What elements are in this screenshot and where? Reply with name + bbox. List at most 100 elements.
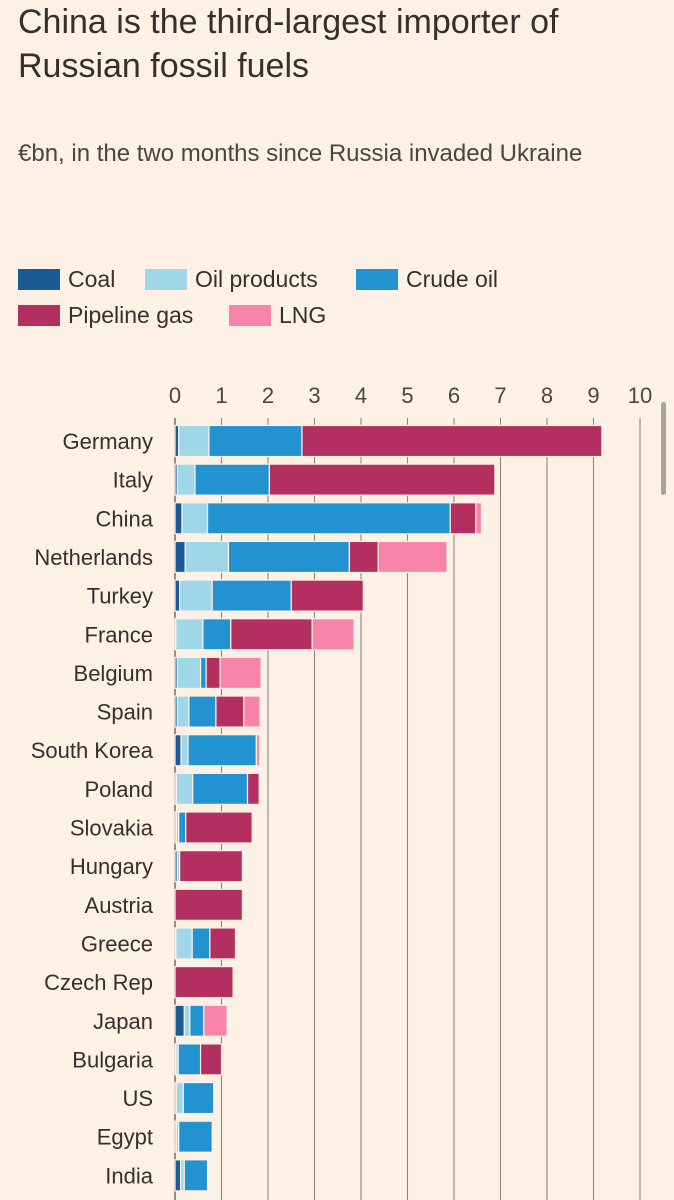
chart-title: China is the third-largest importer of R… xyxy=(18,3,559,85)
category-label: Italy xyxy=(113,468,153,493)
category-label: China xyxy=(96,506,154,531)
category-label: US xyxy=(122,1086,153,1111)
bar-segment-crude-oil xyxy=(199,656,207,690)
bar-segment-oil-products xyxy=(183,1004,191,1037)
bar-segment-pipeline-gas xyxy=(174,965,234,999)
bar-segment-oil-products xyxy=(176,463,196,496)
bar-segment-lng xyxy=(255,734,261,767)
bar-segment-oil-products xyxy=(175,618,204,651)
legend-label-crude-oil: Crude oil xyxy=(406,265,499,292)
bar-segment-crude-oil xyxy=(208,424,303,458)
category-label: France xyxy=(85,622,153,647)
bar-segment-pipeline-gas xyxy=(205,656,221,690)
bar-segment-pipeline-gas xyxy=(209,927,237,960)
x-tick-label: 9 xyxy=(587,383,599,408)
category-label: South Korea xyxy=(31,738,154,763)
category-label: Hungary xyxy=(70,854,153,879)
bar-segment-oil-products xyxy=(176,695,190,728)
category-label: Spain xyxy=(97,700,153,725)
bar-segment-crude-oil xyxy=(189,1004,205,1037)
category-label: Netherlands xyxy=(34,545,153,570)
legend-item-coal: Coal xyxy=(18,264,115,294)
bar-segment-pipeline-gas xyxy=(246,772,260,805)
bar-segment-coal xyxy=(174,734,182,767)
chart-subtitle: €bn, in the two months since Russia inva… xyxy=(18,140,583,167)
bar-segment-crude-oil xyxy=(188,695,217,728)
x-tick-label: 3 xyxy=(308,383,320,408)
bar-segment-pipeline-gas xyxy=(230,618,313,651)
category-label: Turkey xyxy=(87,584,153,609)
category-label: Bulgaria xyxy=(72,1047,153,1072)
legend-label-oil-products: Oil products xyxy=(195,265,318,292)
bar-segment-coal xyxy=(174,1004,185,1037)
x-tick-label: 4 xyxy=(355,383,367,408)
category-label: Japan xyxy=(93,1009,153,1034)
category-label: Germany xyxy=(63,429,153,454)
category-label: Belgium xyxy=(74,661,153,686)
bar-segment-crude-oil xyxy=(183,1159,209,1192)
legend-swatch-crude-oil xyxy=(356,268,398,290)
bar-segment-pipeline-gas xyxy=(174,888,244,921)
bar-segment-crude-oil xyxy=(178,811,187,844)
legend-swatch-pipeline-gas xyxy=(18,304,60,326)
category-label: Slovakia xyxy=(70,816,154,841)
bar-segment-oil-products xyxy=(175,1081,184,1115)
x-tick-label: 6 xyxy=(448,383,460,408)
legend-label-lng: LNG xyxy=(279,301,327,328)
bar-segment-lng xyxy=(311,618,355,651)
bar-segment-lng xyxy=(243,695,261,728)
category-label: India xyxy=(105,1163,153,1188)
category-label: Greece xyxy=(81,931,153,956)
x-tick-label: 5 xyxy=(401,383,413,408)
bar-segment-coal xyxy=(174,1159,182,1192)
legend-swatch-coal xyxy=(18,268,60,290)
bar-segment-crude-oil xyxy=(202,618,232,651)
bar-segment-crude-oil xyxy=(191,927,211,960)
bar-segment-crude-oil xyxy=(192,772,249,805)
bar-segment-oil-products xyxy=(175,927,193,960)
bar-segment-pipeline-gas xyxy=(199,1043,223,1076)
x-tick-label: 7 xyxy=(494,383,506,408)
bar-segment-coal xyxy=(174,540,186,574)
bar-segment-coal xyxy=(174,579,181,612)
legend-swatch-lng xyxy=(229,304,271,326)
bar-segment-crude-oil xyxy=(178,1120,213,1153)
bar-segment-crude-oil xyxy=(194,463,270,496)
x-tick-label: 0 xyxy=(169,383,181,408)
legend-item-crude-oil: Crude oil xyxy=(356,264,498,294)
bar-segment-crude-oil xyxy=(211,579,292,612)
legend-item-oil-products: Oil products xyxy=(145,264,318,294)
bar-segment-pipeline-gas xyxy=(449,502,477,535)
bar-segment-coal xyxy=(174,502,183,535)
bar-segment-oil-products xyxy=(184,540,230,574)
bar-segment-pipeline-gas xyxy=(348,540,379,574)
bar-segment-oil-products xyxy=(178,424,210,458)
legend-item-lng: LNG xyxy=(229,300,326,330)
category-label: Egypt xyxy=(97,1125,153,1150)
bar-segment-oil-products xyxy=(175,772,194,805)
x-tick-label: 2 xyxy=(262,383,274,408)
bar-segment-lng xyxy=(203,1004,228,1037)
category-label: Czech Rep xyxy=(44,970,153,995)
scrollbar-thumb[interactable] xyxy=(661,402,666,495)
legend-swatch-oil-products xyxy=(145,268,187,290)
bar-segment-pipeline-gas xyxy=(290,579,364,612)
bar-segment-oil-products xyxy=(176,656,202,690)
x-tick-label: 10 xyxy=(628,383,652,408)
legend-label-coal: Coal xyxy=(68,265,116,292)
bar-segment-oil-products xyxy=(180,734,189,767)
bar-segment-lng xyxy=(475,502,483,535)
bar-segment-oil-products xyxy=(179,579,213,612)
legend-label-pipeline-gas: Pipeline gas xyxy=(68,301,194,328)
bar-segment-crude-oil xyxy=(187,734,257,767)
legend-item-pipeline-gas: Pipeline gas xyxy=(18,300,193,330)
bar-segment-crude-oil xyxy=(177,1043,202,1076)
category-label: Poland xyxy=(84,777,153,802)
bar-segment-oil-products xyxy=(181,502,209,535)
bar-segment-pipeline-gas xyxy=(185,811,253,844)
bar-segment-crude-oil xyxy=(206,502,451,535)
bar-segment-crude-oil xyxy=(182,1081,215,1115)
x-tick-label: 1 xyxy=(215,383,227,408)
category-label: Austria xyxy=(85,893,154,918)
bar-segment-pipeline-gas xyxy=(179,850,244,883)
